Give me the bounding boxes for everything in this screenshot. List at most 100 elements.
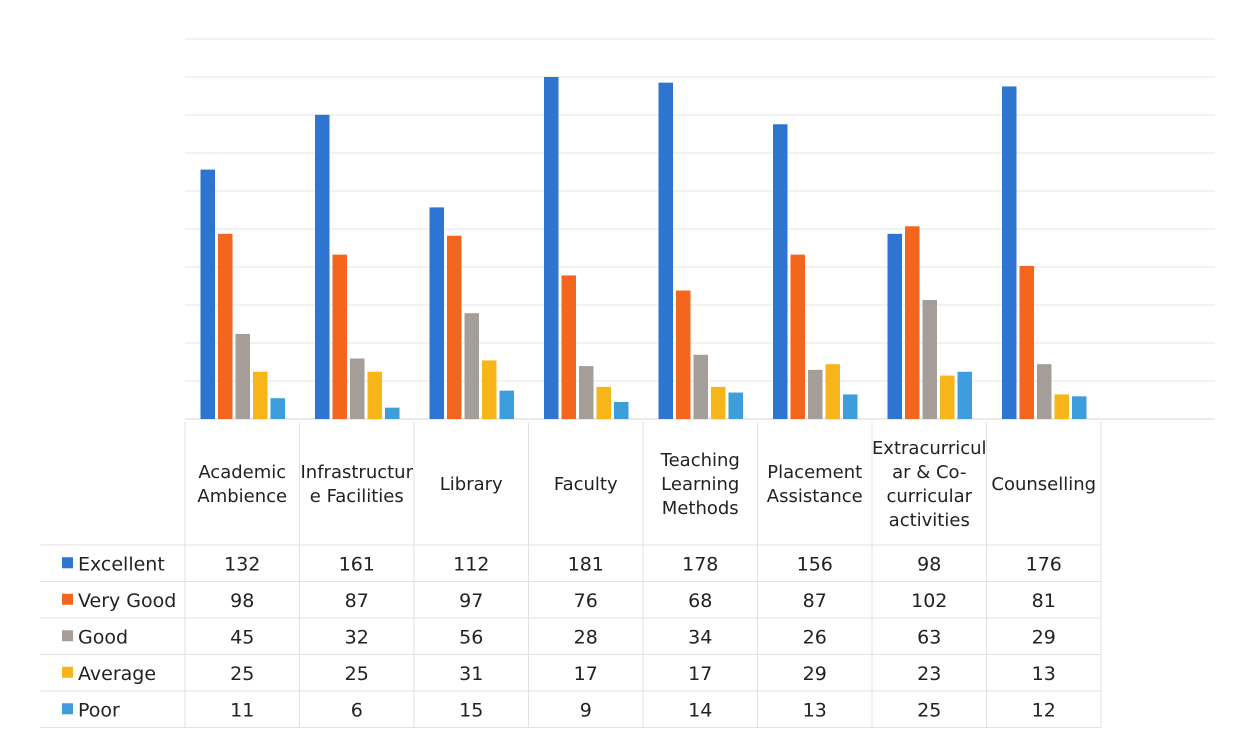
data-label: 25 bbox=[345, 663, 369, 685]
bar-poor bbox=[614, 401, 629, 419]
bar-poor bbox=[843, 394, 858, 419]
data-label: 9 bbox=[580, 699, 592, 721]
bar-very-good bbox=[332, 254, 347, 419]
data-label: 17 bbox=[574, 663, 598, 685]
bar-good bbox=[235, 333, 250, 419]
bar-very-good bbox=[561, 275, 576, 419]
data-label: 12 bbox=[1032, 699, 1056, 721]
category-label: curricular bbox=[886, 486, 972, 507]
category-label: Methods bbox=[662, 498, 739, 519]
bar-very-good bbox=[218, 233, 233, 419]
bar-very-good bbox=[790, 254, 805, 419]
legend-label: Average bbox=[78, 663, 156, 685]
data-label: 181 bbox=[568, 553, 604, 575]
data-label: 25 bbox=[230, 663, 254, 685]
category-label: e Facilities bbox=[310, 486, 404, 507]
bar-good bbox=[579, 366, 594, 419]
bar-excellent bbox=[200, 169, 215, 419]
data-label: 178 bbox=[682, 553, 718, 575]
legend-label: Very Good bbox=[78, 590, 176, 612]
bars bbox=[200, 77, 1087, 420]
bar-poor bbox=[728, 392, 743, 419]
data-label: 13 bbox=[803, 699, 827, 721]
bar-poor bbox=[385, 407, 400, 419]
data-label: 31 bbox=[459, 663, 483, 685]
data-label: 32 bbox=[345, 626, 369, 648]
data-label: 17 bbox=[688, 663, 712, 685]
bar-good bbox=[922, 299, 937, 419]
data-label: 28 bbox=[574, 626, 598, 648]
category-label: activities bbox=[889, 510, 970, 531]
bar-good bbox=[1037, 364, 1052, 419]
legend-key-excellent bbox=[62, 557, 73, 569]
data-label: 13 bbox=[1032, 663, 1056, 685]
legend-key-poor bbox=[62, 703, 73, 715]
data-label: 34 bbox=[688, 626, 712, 648]
data-label: 11 bbox=[230, 699, 254, 721]
category-label: Faculty bbox=[554, 474, 618, 495]
bar-very-good bbox=[905, 226, 920, 419]
data-label: 29 bbox=[803, 663, 827, 685]
bar-average bbox=[596, 386, 611, 419]
category-label: Placement bbox=[767, 462, 862, 483]
category-label: ar & Co- bbox=[892, 462, 966, 483]
data-label: 26 bbox=[803, 626, 827, 648]
bar-poor bbox=[957, 371, 972, 419]
legend-label: Good bbox=[78, 626, 128, 648]
data-label: 68 bbox=[688, 590, 712, 612]
category-label: Academic bbox=[198, 462, 286, 483]
data-label: 156 bbox=[797, 553, 833, 575]
data-label: 98 bbox=[230, 590, 254, 612]
bar-average bbox=[1054, 394, 1069, 419]
data-label: 29 bbox=[1032, 626, 1056, 648]
legend-key-good bbox=[62, 630, 73, 642]
bar-good bbox=[693, 354, 708, 419]
data-label: 87 bbox=[803, 590, 827, 612]
bar-poor bbox=[499, 390, 514, 419]
bar-good bbox=[808, 369, 823, 419]
bar-average bbox=[940, 375, 955, 419]
bar-excellent bbox=[658, 82, 673, 419]
category-label: Ambience bbox=[197, 486, 287, 507]
bar-excellent bbox=[544, 77, 559, 419]
bar-average bbox=[482, 360, 497, 419]
data-label: 14 bbox=[688, 699, 712, 721]
bar-average bbox=[825, 364, 840, 419]
data-label: 81 bbox=[1032, 590, 1056, 612]
category-label: Extracurricul bbox=[872, 438, 987, 459]
bar-poor bbox=[1072, 396, 1087, 419]
bar-good bbox=[464, 313, 479, 419]
bar-average bbox=[711, 386, 726, 419]
bar-very-good bbox=[447, 235, 462, 419]
bar-average bbox=[253, 371, 268, 419]
bar-average bbox=[367, 371, 382, 419]
legend-key-average bbox=[62, 666, 73, 678]
bar-poor bbox=[270, 398, 285, 419]
data-label: 176 bbox=[1026, 553, 1062, 575]
legend-label: Poor bbox=[78, 699, 120, 721]
data-label: 6 bbox=[351, 699, 363, 721]
bar-excellent bbox=[429, 207, 444, 419]
legend-label: Excellent bbox=[78, 553, 165, 575]
category-label: Teaching bbox=[660, 450, 740, 471]
category-label: Library bbox=[440, 474, 503, 495]
category-label: Learning bbox=[661, 474, 739, 495]
data-label: 161 bbox=[339, 553, 375, 575]
data-label: 132 bbox=[224, 553, 260, 575]
data-label: 45 bbox=[230, 626, 254, 648]
legend-key-very-good bbox=[62, 593, 73, 605]
data-table: Academic Ambience Infrastructur e Facilitie… bbox=[40, 422, 1102, 728]
bar-excellent bbox=[887, 233, 902, 419]
bar-excellent bbox=[1002, 86, 1017, 420]
data-label: 23 bbox=[917, 663, 941, 685]
data-label: 15 bbox=[459, 699, 483, 721]
bar-very-good bbox=[1019, 265, 1034, 419]
bar-excellent bbox=[773, 124, 788, 419]
bar-very-good bbox=[676, 290, 691, 419]
data-label: 112 bbox=[453, 553, 489, 575]
data-label: 102 bbox=[911, 590, 947, 612]
data-label: 97 bbox=[459, 590, 483, 612]
category-label: Infrastructur bbox=[301, 462, 414, 483]
data-label: 87 bbox=[345, 590, 369, 612]
